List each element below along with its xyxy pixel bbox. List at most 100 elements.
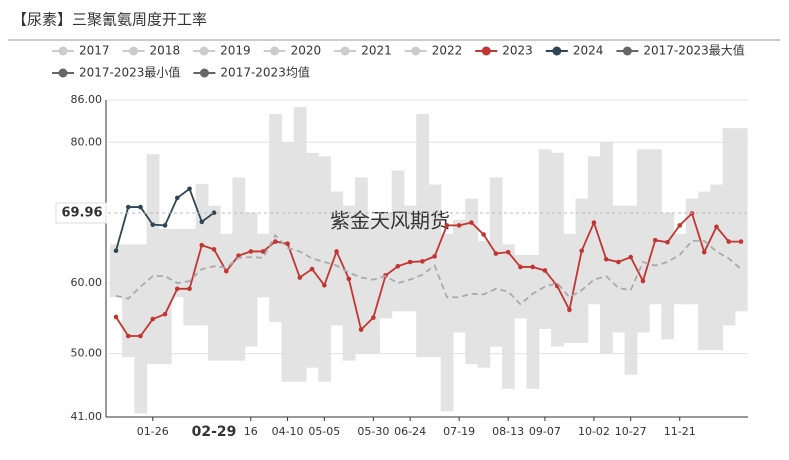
point (125, 204, 131, 210)
point (677, 223, 683, 228)
range-band (171, 228, 184, 298)
range-band (661, 212, 675, 340)
point (652, 237, 658, 243)
point (162, 223, 168, 228)
legend-symbol (199, 68, 209, 78)
point (113, 248, 119, 254)
legend-symbol (340, 46, 350, 56)
point (456, 223, 462, 228)
point (260, 249, 266, 254)
range-band (538, 149, 552, 329)
x-tick-label: 10-27 (615, 425, 647, 438)
legend-item[interactable]: 2020 (263, 44, 322, 58)
point (665, 239, 670, 245)
point (603, 256, 609, 262)
range-band (183, 228, 197, 326)
range-band (269, 114, 282, 322)
range-band (453, 219, 466, 333)
range-band (636, 149, 650, 333)
point (640, 278, 646, 284)
range-band (673, 233, 687, 305)
y-tick-label: 50.00 (71, 347, 103, 360)
legend-item[interactable]: 2018 (122, 44, 181, 58)
point (113, 314, 119, 320)
legend-label: 2019 (220, 44, 251, 58)
legend-item[interactable]: 2017-2023最小值 (52, 65, 180, 80)
range-band (122, 244, 135, 358)
range-band (379, 212, 393, 319)
legend-symbol (481, 46, 491, 56)
range-band (134, 244, 148, 414)
range-band (551, 152, 564, 347)
range-band (305, 152, 319, 368)
point (738, 239, 744, 244)
range-band (477, 240, 491, 368)
point (407, 259, 413, 265)
range-band (293, 107, 307, 382)
point (432, 254, 437, 259)
legend-symbol (199, 46, 209, 56)
legend-label: 2017 (79, 44, 110, 58)
legend-symbol (129, 46, 139, 56)
range-band (195, 183, 209, 326)
watermark: 紫金天风期货 (330, 209, 450, 233)
range-band (220, 233, 233, 361)
point (518, 264, 523, 270)
legend-symbol (58, 46, 68, 56)
legend-item[interactable]: 2017-2023最大值 (616, 43, 745, 58)
range-band (722, 128, 736, 326)
range-band (502, 244, 515, 389)
point (211, 210, 217, 216)
x-tick-label: 08-13 (492, 425, 524, 438)
legend-item[interactable]: 2021 (334, 44, 392, 58)
x-tick-label: 16 (244, 425, 258, 438)
range-band (465, 198, 479, 365)
range-band (109, 244, 123, 298)
point (714, 224, 719, 230)
point (248, 249, 254, 254)
range-band (489, 177, 503, 347)
legend-item[interactable]: 2017 (52, 44, 110, 58)
point (616, 259, 621, 265)
x-tick-label: 09-07 (529, 425, 561, 438)
point (591, 220, 597, 225)
point (358, 327, 364, 332)
legend-label: 2017-2023最小值 (79, 65, 180, 80)
legend-symbol (622, 46, 632, 56)
range-band (256, 233, 270, 298)
range-band (563, 233, 577, 344)
range-band (587, 156, 601, 305)
range-band (318, 156, 331, 382)
range-band (710, 184, 724, 351)
legend-item[interactable]: 2019 (193, 44, 251, 58)
point (187, 186, 192, 192)
legend-item[interactable]: 2022 (404, 44, 463, 58)
point (530, 264, 535, 270)
legend-item[interactable]: 2017-2023均值 (193, 65, 310, 80)
y-tick-label: 60.00 (71, 276, 103, 289)
range-band (649, 149, 662, 305)
legend-item[interactable]: 2024 (545, 44, 604, 58)
point (162, 311, 168, 317)
legend-label: 2018 (150, 44, 181, 58)
series-line (115, 233, 742, 306)
point (199, 242, 205, 248)
range-band (575, 198, 589, 344)
range-band (416, 114, 429, 358)
series-line (115, 211, 741, 337)
crosshair-y-label: 69.96 (61, 205, 102, 220)
point (579, 248, 584, 254)
point (273, 239, 278, 244)
legend-item[interactable]: 2023 (475, 44, 533, 58)
point (322, 282, 327, 288)
x-tick-label: 05-05 (308, 425, 340, 438)
range-band (367, 219, 380, 354)
range-band (526, 254, 540, 389)
range-band (330, 191, 344, 326)
point (187, 286, 192, 292)
range-band (428, 184, 442, 358)
range-band (281, 142, 295, 382)
x-tick-label: 05-30 (357, 425, 389, 438)
range-band (612, 205, 626, 333)
